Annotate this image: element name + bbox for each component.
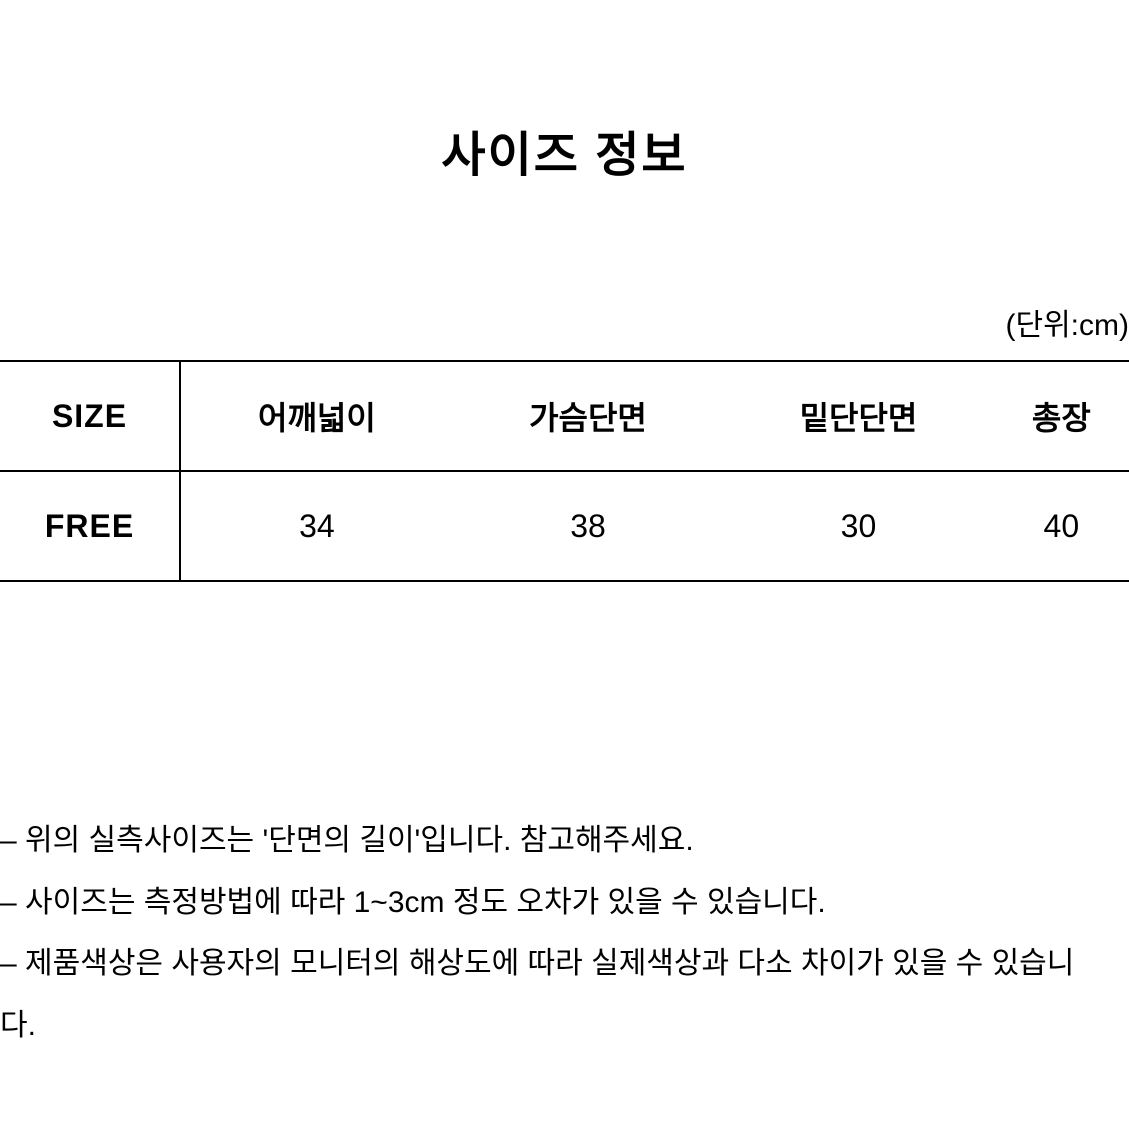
col-header-hem: 밑단단면 [723, 361, 993, 471]
col-header-shoulder: 어깨넓이 [180, 361, 453, 471]
note-line: – 사이즈는 측정방법에 따라 1~3cm 정도 오차가 있을 수 있습니다. [0, 872, 1109, 934]
size-table-container: SIZE 어깨넓이 가슴단면 밑단단면 총장 FREE 34 38 30 40 [0, 360, 1129, 582]
col-header-size: SIZE [0, 361, 180, 471]
unit-label: (단위:cm) [1005, 300, 1129, 344]
page-title: 사이즈 정보 [0, 0, 1129, 185]
col-header-chest: 가슴단면 [453, 361, 723, 471]
note-line: – 제품색상은 사용자의 모니터의 해상도에 따라 실제색상과 다소 차이가 있… [0, 933, 1109, 1056]
size-table: SIZE 어깨넓이 가슴단면 밑단단면 총장 FREE 34 38 30 40 [0, 360, 1129, 582]
cell-hem: 30 [723, 471, 993, 581]
cell-length: 40 [994, 471, 1129, 581]
note-line: – 위의 실측사이즈는 '단면의 길이'입니다. 참고해주세요. [0, 810, 1109, 872]
cell-size: FREE [0, 471, 180, 581]
table-header-row: SIZE 어깨넓이 가슴단면 밑단단면 총장 [0, 361, 1129, 471]
notes-section: – 위의 실측사이즈는 '단면의 길이'입니다. 참고해주세요. – 사이즈는 … [0, 810, 1129, 1056]
col-header-length: 총장 [994, 361, 1129, 471]
cell-chest: 38 [453, 471, 723, 581]
table-row: FREE 34 38 30 40 [0, 471, 1129, 581]
cell-shoulder: 34 [180, 471, 453, 581]
